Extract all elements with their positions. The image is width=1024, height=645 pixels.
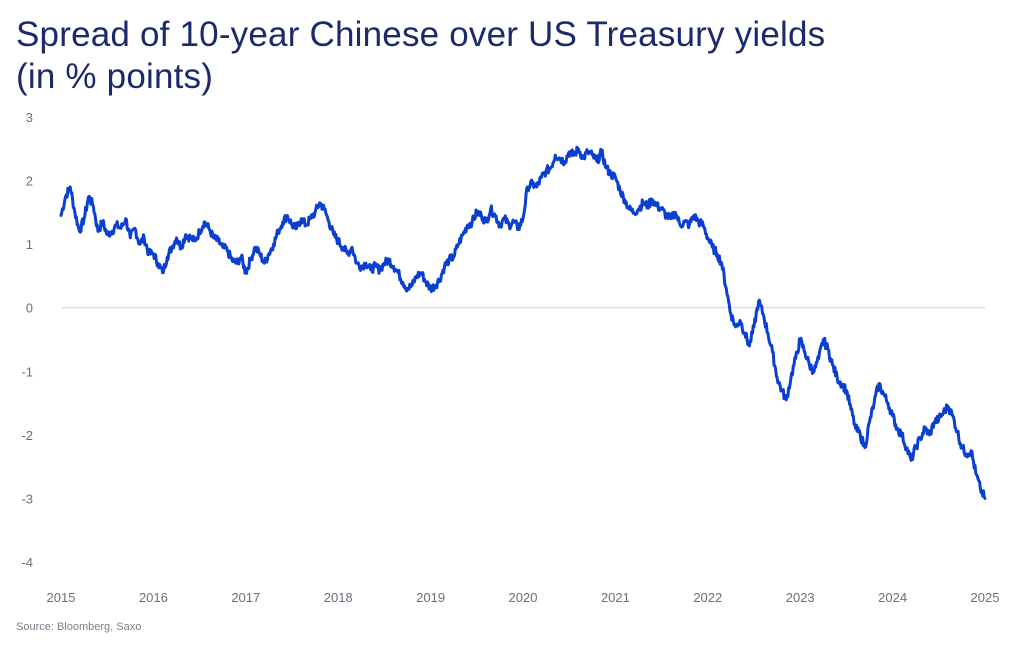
x-tick-label: 2025: [971, 590, 1000, 605]
source-note: Source: Bloomberg, Saxo: [16, 621, 142, 633]
y-tick-label: -3: [21, 491, 33, 506]
x-tick-label: 2021: [601, 590, 630, 605]
x-tick-label: 2022: [693, 590, 722, 605]
series-line: [59, 145, 987, 500]
x-tick-label: 2023: [786, 590, 815, 605]
y-tick-label: -2: [21, 428, 33, 443]
chart-title: Spread of 10-year Chinese over US Treasu…: [16, 15, 826, 54]
y-tick-label: -4: [21, 555, 33, 570]
chart-title-block: Spread of 10-year Chinese over US Treasu…: [16, 14, 825, 98]
chart-subtitle: (in % points): [16, 57, 214, 96]
x-tick-label: 2024: [878, 590, 907, 605]
y-tick-label: 3: [26, 110, 33, 125]
y-tick-label: -1: [21, 364, 33, 379]
x-tick-label: 2020: [509, 590, 538, 605]
y-tick-label: 0: [26, 301, 33, 316]
x-tick-label: 2017: [231, 590, 260, 605]
y-tick-label: 2: [26, 174, 33, 189]
x-tick-label: 2018: [324, 590, 353, 605]
x-tick-label: 2019: [416, 590, 445, 605]
x-tick-label: 2015: [47, 590, 76, 605]
y-tick-label: 1: [26, 237, 33, 252]
x-tick-label: 2016: [139, 590, 168, 605]
